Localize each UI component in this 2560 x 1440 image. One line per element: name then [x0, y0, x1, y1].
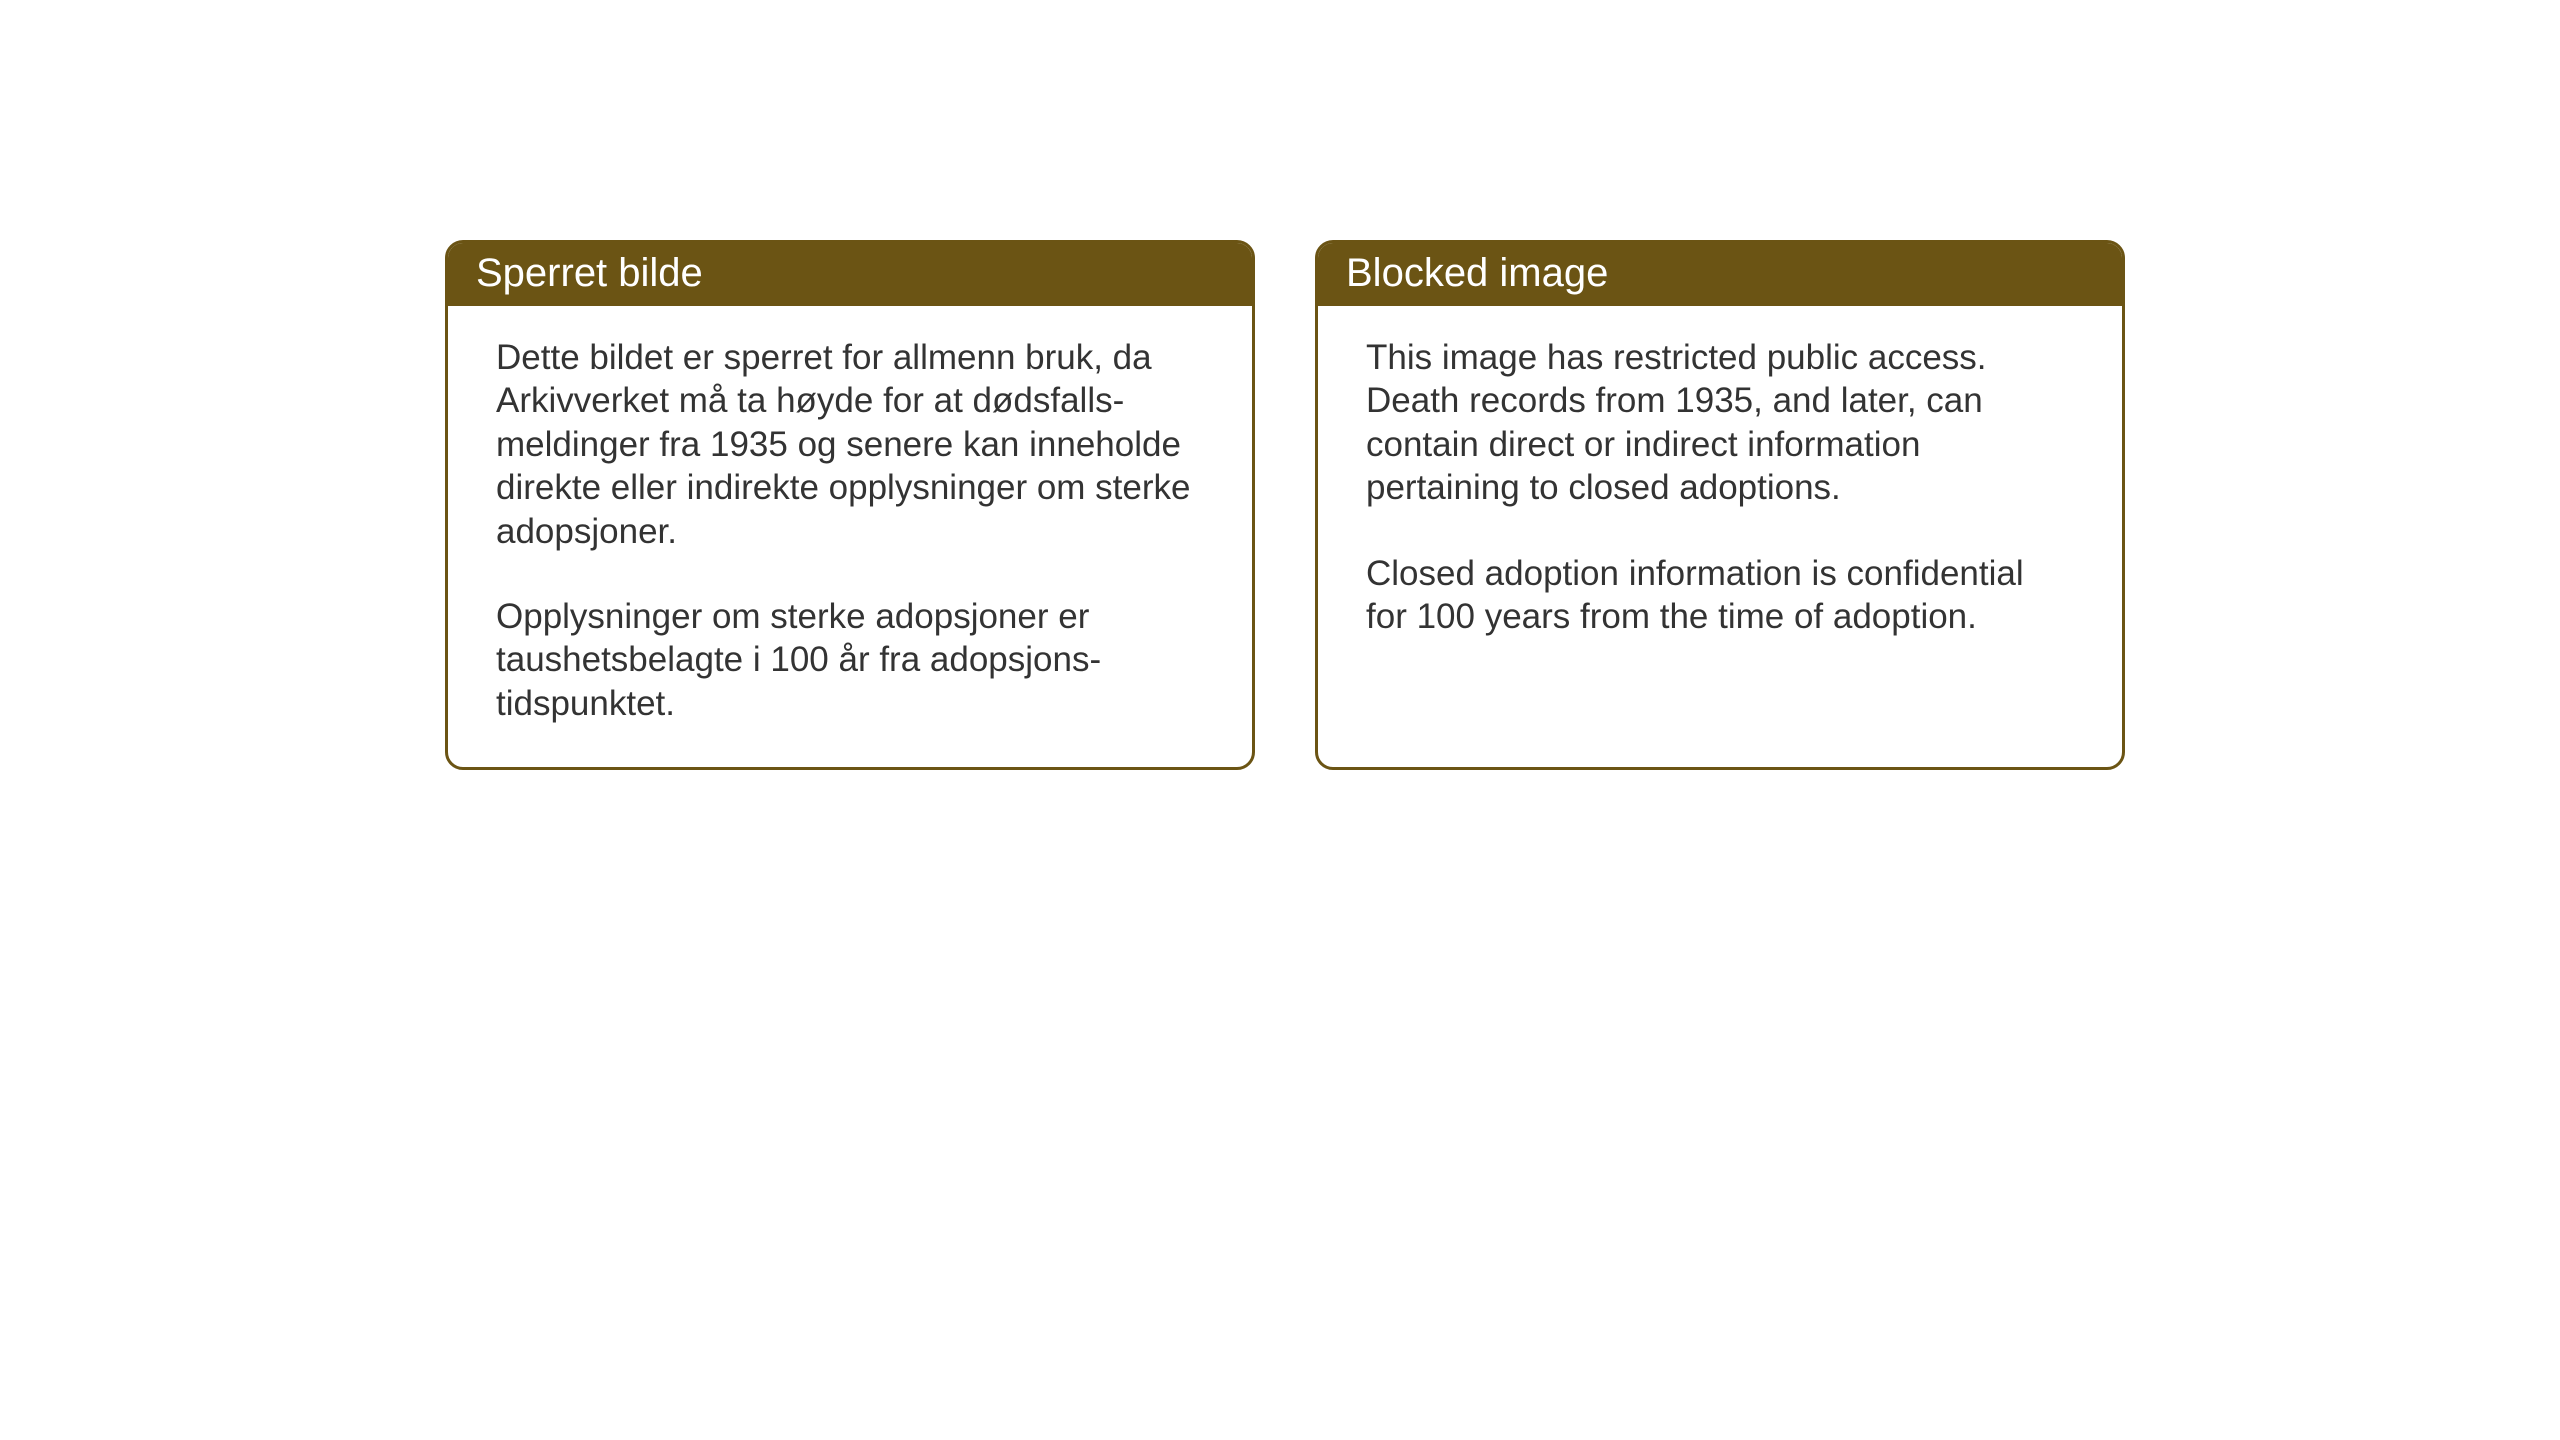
notice-card-norwegian: Sperret bilde Dette bildet er sperret fo… — [445, 240, 1255, 770]
notice-container: Sperret bilde Dette bildet er sperret fo… — [445, 240, 2125, 770]
notice-paragraph-1-english: This image has restricted public access.… — [1366, 336, 2074, 510]
notice-card-english: Blocked image This image has restricted … — [1315, 240, 2125, 770]
notice-paragraph-1-norwegian: Dette bildet er sperret for allmenn bruk… — [496, 336, 1204, 553]
notice-body-english: This image has restricted public access.… — [1318, 306, 2122, 680]
notice-header-english: Blocked image — [1318, 243, 2122, 306]
notice-body-norwegian: Dette bildet er sperret for allmenn bruk… — [448, 306, 1252, 767]
notice-paragraph-2-english: Closed adoption information is confident… — [1366, 552, 2074, 639]
notice-paragraph-2-norwegian: Opplysninger om sterke adopsjoner er tau… — [496, 595, 1204, 725]
notice-header-norwegian: Sperret bilde — [448, 243, 1252, 306]
notice-title-english: Blocked image — [1346, 251, 1608, 295]
notice-title-norwegian: Sperret bilde — [476, 251, 703, 295]
